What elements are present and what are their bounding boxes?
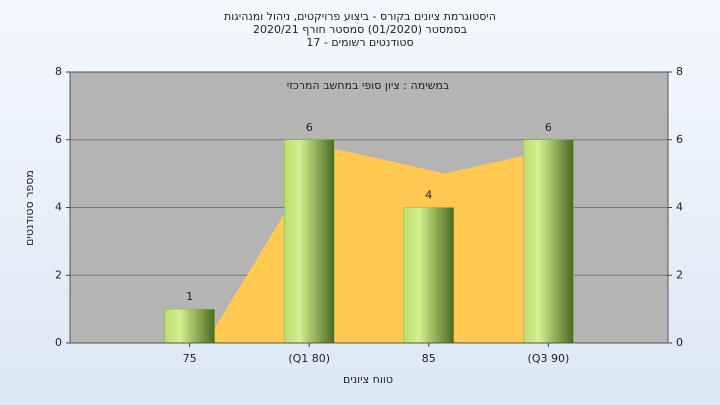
data-label: 6 bbox=[545, 121, 552, 134]
y-tick-label: 8 bbox=[55, 65, 62, 78]
y-tick-label: 0 bbox=[55, 336, 62, 349]
chart-title: סטודנטים רשומים - 17 bbox=[306, 36, 413, 49]
x-axis-label: טווח ציונים bbox=[343, 373, 393, 386]
y-tick-label: 6 bbox=[55, 133, 62, 146]
x-tick-label: 75 bbox=[183, 352, 197, 365]
chart-title: בסמסטר (01/2020) סמסטר חורף 2020/21 bbox=[253, 23, 467, 36]
y2-tick-label: 4 bbox=[676, 201, 683, 214]
bar bbox=[283, 139, 335, 344]
data-label: 6 bbox=[306, 121, 313, 134]
data-label: 1 bbox=[186, 290, 193, 303]
x-tick-label: (Q3 90) bbox=[528, 352, 570, 365]
y2-tick-label: 6 bbox=[676, 133, 683, 146]
y-axis-label: מספר סטודנטים bbox=[23, 170, 36, 246]
y-tick-label: 4 bbox=[55, 201, 62, 214]
plot-frame bbox=[69, 71, 669, 344]
y2-tick-label: 2 bbox=[676, 268, 683, 281]
y-tick-label: 2 bbox=[55, 268, 62, 281]
x-tick-label: 85 bbox=[422, 352, 436, 365]
x-tick-label: (Q1 80) bbox=[288, 352, 330, 365]
subtitle: במשימה : ציון סופי במחשב המרכזי bbox=[287, 79, 450, 92]
chart-title: היסטוגרמת ציונים בקורס - ביצוע פרויקטים,… bbox=[224, 10, 496, 23]
bar bbox=[523, 139, 574, 344]
bar bbox=[403, 207, 455, 344]
data-label: 4 bbox=[425, 189, 432, 202]
bar bbox=[164, 308, 215, 344]
y2-tick-label: 0 bbox=[676, 336, 683, 349]
y2-tick-label: 8 bbox=[676, 65, 683, 78]
